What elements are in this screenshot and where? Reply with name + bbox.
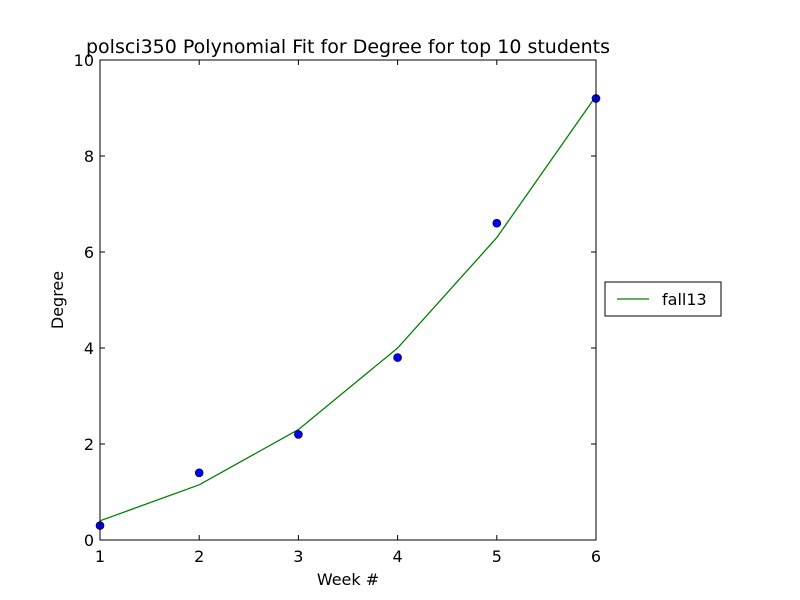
x-tick-label: 3 (293, 547, 303, 566)
plot-area (100, 60, 596, 540)
data-point (492, 218, 502, 228)
x-tick-label: 1 (95, 547, 105, 566)
y-tick-label: 6 (84, 243, 94, 262)
chart-title: polsci350 Polynomial Fit for Degree for … (86, 36, 610, 58)
data-point (294, 430, 303, 439)
legend-label-fall13: fall13 (662, 290, 707, 309)
y-tick-label: 8 (84, 147, 94, 166)
y-tick-label: 4 (84, 339, 94, 358)
y-tick-label: 10 (74, 51, 94, 70)
data-point (194, 468, 204, 478)
x-tick-label: 6 (591, 547, 601, 566)
x-axis-title: Week # (317, 570, 379, 589)
series-line-fall13 (99, 95, 597, 522)
legend: fall13 (604, 281, 722, 317)
plot-frame (99, 59, 597, 541)
axis-tick-labels: 1 2 3 4 5 6 0 2 4 6 8 10 (74, 51, 601, 566)
x-tick-label: 2 (194, 547, 204, 566)
x-tick-label: 4 (393, 547, 403, 566)
x-tick-label: 5 (492, 547, 502, 566)
y-tick-label: 0 (84, 531, 94, 550)
y-tick-label: 2 (84, 435, 94, 454)
data-point (393, 353, 402, 362)
y-axis-title: Degree (48, 271, 67, 329)
